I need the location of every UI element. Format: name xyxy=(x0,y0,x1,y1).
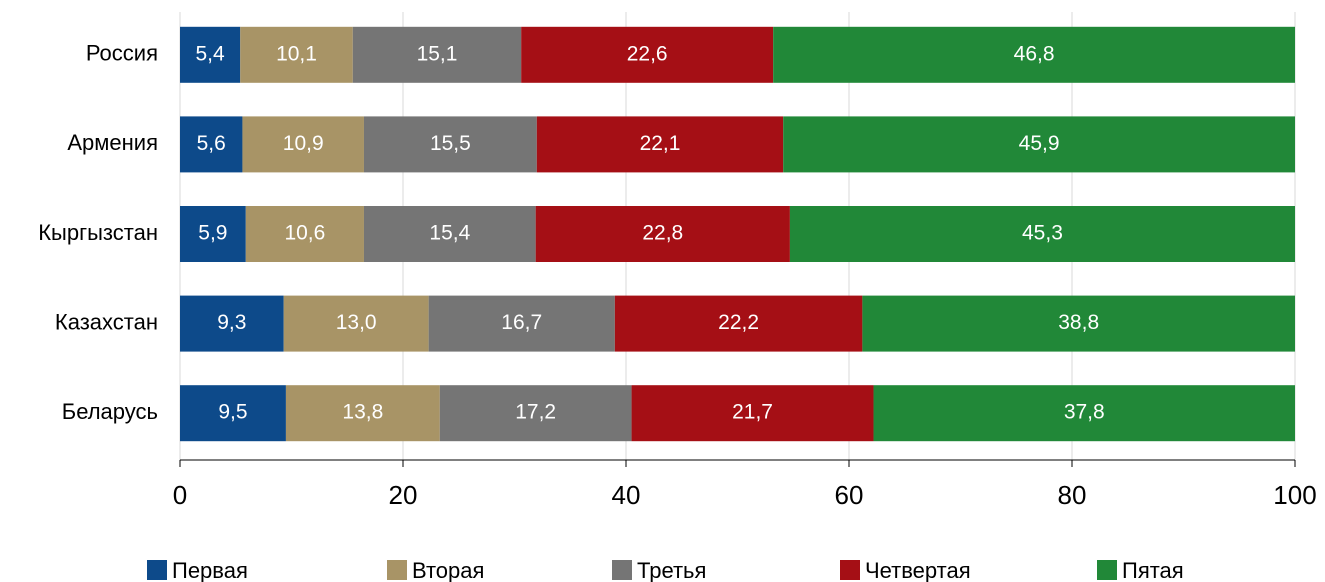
value-label: 37,8 xyxy=(1064,401,1105,424)
bar-segment xyxy=(535,206,790,262)
bar-segment xyxy=(363,206,536,262)
bar-segment xyxy=(180,295,284,352)
bar-segment xyxy=(352,26,522,83)
bar-segment xyxy=(240,26,353,83)
value-label: 10,6 xyxy=(284,222,325,245)
bar-segment xyxy=(180,206,246,262)
y-tick-label: Казахстан xyxy=(55,309,158,334)
y-tick-label: Беларусь xyxy=(62,399,158,424)
x-tick-label: 80 xyxy=(1058,480,1087,510)
value-label: 15,4 xyxy=(429,222,470,245)
bar-segment xyxy=(439,385,632,442)
value-label: 15,5 xyxy=(430,132,471,155)
bar-segment xyxy=(283,295,429,352)
x-tick-label: 60 xyxy=(835,480,864,510)
legend-swatch xyxy=(612,560,632,580)
bar-segment xyxy=(428,295,615,352)
bar-segment xyxy=(180,385,286,442)
bar-segment xyxy=(285,385,440,442)
value-label: 22,6 xyxy=(627,42,668,65)
y-tick-label: Россия xyxy=(86,41,158,66)
value-label: 46,8 xyxy=(1014,42,1055,65)
y-tick-label: Кыргызстан xyxy=(38,220,158,245)
bar-segment xyxy=(180,26,241,83)
value-label: 13,0 xyxy=(336,311,377,334)
value-label: 45,3 xyxy=(1022,222,1063,245)
value-label: 17,2 xyxy=(515,401,556,424)
bar-segment xyxy=(536,116,784,173)
y-tick-label: Армения xyxy=(67,130,158,155)
value-label: 22,8 xyxy=(642,222,683,245)
x-tick-label: 100 xyxy=(1273,480,1316,510)
legend-label: Первая xyxy=(172,558,248,582)
value-label: 45,9 xyxy=(1019,132,1060,155)
x-tick-label: 0 xyxy=(173,480,187,510)
legend-swatch xyxy=(387,560,407,580)
value-label: 22,2 xyxy=(718,311,759,334)
legend-label: Вторая xyxy=(412,558,484,582)
legend-swatch xyxy=(840,560,860,580)
legend-label: Третья xyxy=(637,558,706,582)
legend-label: Пятая xyxy=(1122,558,1184,582)
bar-segment xyxy=(773,26,1295,83)
value-label: 16,7 xyxy=(501,311,542,334)
value-label: 15,1 xyxy=(417,42,458,65)
bar-segment xyxy=(180,116,243,173)
value-label: 38,8 xyxy=(1058,311,1099,334)
bar-segment xyxy=(783,116,1295,173)
value-label: 5,9 xyxy=(198,222,227,245)
bar-segment xyxy=(873,385,1295,442)
value-label: 5,6 xyxy=(197,132,226,155)
bar-segment xyxy=(631,385,874,442)
bar-segment xyxy=(242,116,364,173)
value-label: 9,5 xyxy=(218,401,247,424)
value-label: 10,1 xyxy=(276,42,317,65)
bar-segment xyxy=(245,206,364,262)
bar-segment xyxy=(862,295,1295,352)
legend-swatch xyxy=(1097,560,1117,580)
bar-segment xyxy=(614,295,863,352)
value-label: 10,9 xyxy=(283,132,324,155)
bar-segment xyxy=(521,26,774,83)
bar-segment xyxy=(789,206,1295,262)
value-label: 21,7 xyxy=(732,401,773,424)
value-label: 9,3 xyxy=(217,311,246,334)
value-label: 22,1 xyxy=(640,132,681,155)
value-label: 5,4 xyxy=(196,42,226,65)
bar-segment xyxy=(363,116,537,173)
x-tick-label: 20 xyxy=(389,480,418,510)
legend-label: Четвертая xyxy=(865,558,971,582)
x-tick-label: 40 xyxy=(612,480,641,510)
legend-swatch xyxy=(147,560,167,580)
value-label: 13,8 xyxy=(342,401,383,424)
